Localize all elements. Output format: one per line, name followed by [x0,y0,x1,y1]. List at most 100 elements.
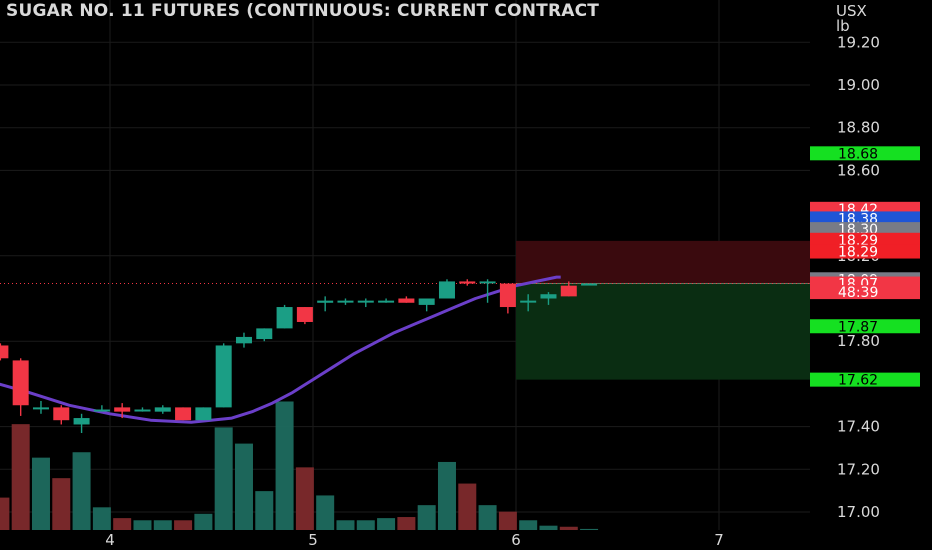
price-badge-label: 17.87 [838,319,878,335]
volume-bar-24 [478,505,497,530]
candle-13 [256,328,273,342]
candle-body [581,283,598,286]
volume-bar-17 [336,520,355,530]
volume-bar-11 [214,427,233,530]
candle-body [317,300,334,303]
price-badge-bg [810,319,920,334]
price-badge-8: 48:39 [810,285,920,301]
price-badge-10: 17.62 [810,372,920,389]
candle-body [398,298,415,303]
volume-bar-18 [356,520,375,530]
volume-bar-0 [0,497,10,530]
volume-bar-4 [72,452,91,530]
candle-16 [317,296,334,312]
candle-6 [114,403,131,419]
candle-7 [134,407,151,412]
candle-body [235,336,252,344]
volume-bar-21 [417,505,436,530]
candle-8 [154,405,171,414]
y-tick-label-1: 19.00 [837,76,880,94]
candle-26 [520,294,537,312]
candle-15 [296,307,313,325]
candle-body [438,281,455,299]
x-tick-label-0: 4 [105,531,115,549]
y-tick-label-7: 17.20 [837,460,880,478]
candle-2 [32,400,49,414]
volume-bar-16 [316,495,335,530]
candle-body [357,300,374,303]
candle-body [114,407,131,412]
candle-body [560,285,577,297]
price-badge-bg [810,232,920,247]
candle-body [53,407,70,421]
stop-loss-zone [516,240,811,284]
candle-body [520,300,537,303]
candle-body [0,345,9,359]
volume-bar-20 [397,517,416,530]
volume-bar-2 [31,457,50,530]
volume-bar-13 [255,491,274,530]
price-badge-bg [810,244,920,259]
price-badge-label: 48:39 [838,285,878,301]
candle-29 [581,283,598,286]
price-badge-label: 18.68 [838,146,878,162]
candle-21 [418,298,435,312]
volume-bar-5 [92,507,111,530]
candle-body [32,407,49,410]
y-tick-label-0: 19.20 [837,33,880,51]
candle-body [215,345,232,408]
volume-bar-14 [275,401,294,530]
volume-bar-6 [113,518,132,530]
moving-average-line [0,275,561,424]
volume-bar-8 [153,520,172,530]
volume-bar-27 [539,525,558,530]
candle-4 [73,413,90,434]
price-badge-bg [810,146,920,161]
currency-label: USX [836,2,867,20]
candle-body [459,281,476,284]
candle-12 [235,332,252,348]
candle-body [418,298,435,305]
candle-11 [215,343,232,408]
price-badge-label: 18.29 [838,245,878,261]
candle-9 [175,407,192,421]
price-badge-5: 18.29 [810,244,920,261]
chart-title: SUGAR NO. 11 FUTURES (CONTINUOUS: CURREN… [6,1,600,21]
price-badge-bg [810,222,920,237]
candle-17 [337,298,354,305]
candle-body [378,300,395,303]
price-badge-bg [810,285,920,300]
volume-bar-7 [133,520,152,530]
y-tick-label-6: 17.40 [837,418,880,436]
volume-bar-12 [234,443,253,530]
price-badge-bg [810,211,920,226]
volume-bar-23 [458,483,477,530]
x-tick-label-1: 5 [308,531,318,549]
y-tick-label-5: 17.80 [837,332,880,350]
candle-18 [357,298,374,308]
price-badge-bg [810,372,920,387]
candle-25 [499,283,516,314]
candle-body [154,407,171,412]
candle-3 [53,405,70,425]
volume-bar-19 [377,518,396,530]
volume-bar-9 [174,520,193,530]
candle-body [337,300,354,303]
candle-27 [540,292,557,305]
volume-bar-15 [295,467,314,530]
candle-body [499,283,516,308]
volume-bar-10 [194,513,213,530]
candle-body [93,409,110,412]
candle-23 [459,279,476,286]
candle-body [256,328,273,340]
x-tick-label-2: 6 [511,531,521,549]
candle-0 [0,343,9,361]
candle-22 [438,279,455,299]
candle-10 [195,407,212,421]
candle-body [12,360,29,406]
candle-body [195,407,212,421]
candle-24 [479,279,496,303]
take-profit-zone [516,283,811,380]
